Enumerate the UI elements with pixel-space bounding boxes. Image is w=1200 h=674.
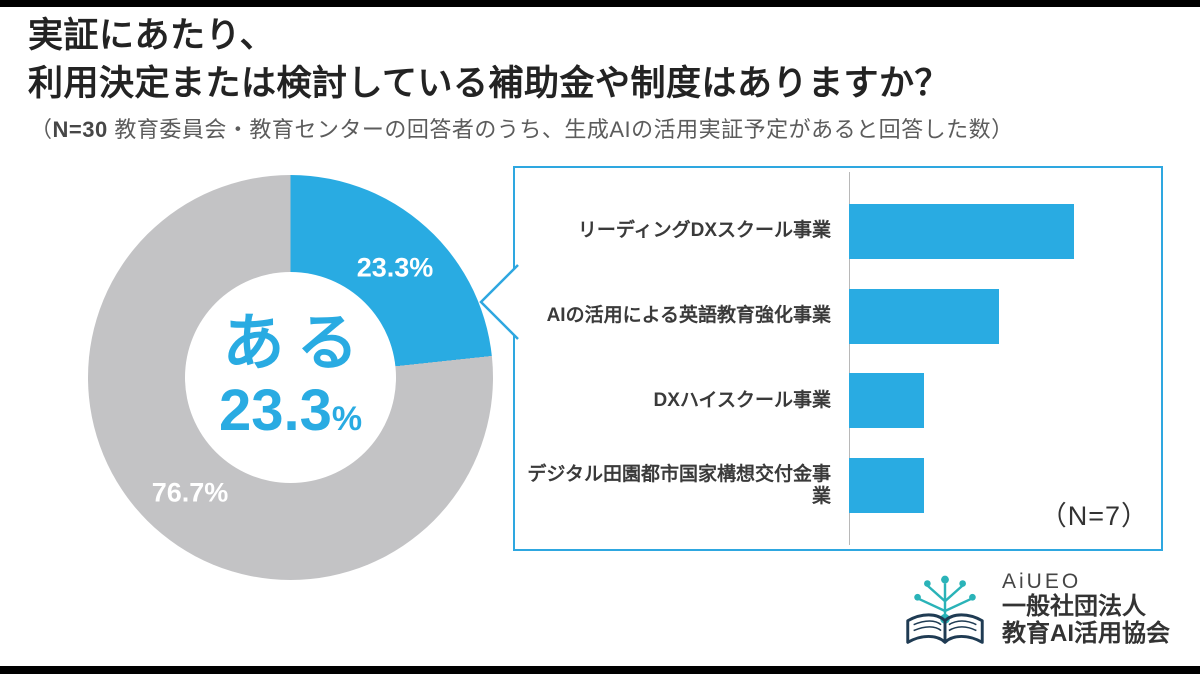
donut-gray-slice-label: 76.7%	[151, 477, 229, 508]
bar-row-label: AIの活用による英語教育強化事業	[546, 305, 831, 327]
page-title: 実証にあたり、 利用決定または検討している補助金や制度はありますか？	[28, 12, 1168, 109]
bar-row: デジタル田園都市国家構想交付金事業	[515, 458, 1161, 514]
bar-row-label: リーディングDXスクール事業	[577, 220, 831, 242]
page-title-line1: 実証にあたり、	[28, 16, 276, 55]
logo-text: AiUEO 一般社団法人 教育AI活用協会	[1002, 570, 1170, 648]
bar-row: リーディングDXスクール事業	[515, 203, 1161, 259]
subtitle-rest: 教育委員会・教育センターの回答者のうち、生成AIの活用実証予定があると回答した数…	[107, 117, 1014, 142]
logo-name-latin: AiUEO	[1002, 570, 1082, 594]
donut-center-word: ある	[222, 308, 371, 378]
letterbox-top	[0, 0, 1200, 7]
page-title-line2: 利用決定または検討している補助金や制度はありますか？	[28, 64, 950, 104]
page-subtitle: （N=30 教育委員会・教育センターの回答者のうち、生成AIの活用実証予定がある…	[30, 112, 1170, 144]
bar-row-label: デジタル田園都市国家構想交付金事業	[527, 463, 831, 507]
bar-row: AIの活用による英語教育強化事業	[515, 288, 1161, 344]
logo-org-type: 一般社団法人	[1002, 593, 1146, 621]
bar-value-bar	[849, 203, 1074, 259]
donut-center-value: 23.3%	[218, 377, 363, 443]
letterbox-bottom	[0, 666, 1200, 674]
bar-value-bar	[849, 458, 924, 514]
bar-chart-panel: リーディングDXスクール事業 AIの活用による英語教育強化事業 DXハイスクール…	[513, 166, 1163, 551]
bar-row-label: DXハイスクール事業	[653, 389, 831, 411]
bar-value-bar	[849, 288, 999, 344]
donut-center: ある 23.3%	[185, 272, 396, 483]
callout-pointer	[479, 264, 519, 340]
association-logo: AiUEO 一般社団法人 教育AI活用協会	[896, 560, 1170, 658]
bar-chart-rows: リーディングDXスクール事業 AIの活用による英語教育強化事業 DXハイスクール…	[515, 168, 1161, 549]
donut-center-percent-sign: %	[331, 399, 363, 438]
subtitle-n-value: N=30	[52, 117, 108, 142]
bar-value-bar	[849, 373, 924, 429]
donut-chart: 23.3% 76.7% ある 23.3%	[88, 175, 493, 580]
bar-chart-n-label: （N=7）	[1039, 501, 1149, 531]
logo-org-name: 教育AI活用協会	[1002, 620, 1170, 647]
book-circuit-icon	[906, 575, 984, 644]
donut-blue-slice-label: 23.3%	[356, 252, 434, 283]
bar-row: DXハイスクール事業	[515, 373, 1161, 429]
bar-chart-axis-line	[849, 172, 850, 545]
donut-center-number: 23.3	[218, 377, 332, 443]
subtitle-prefix: （	[30, 117, 53, 142]
